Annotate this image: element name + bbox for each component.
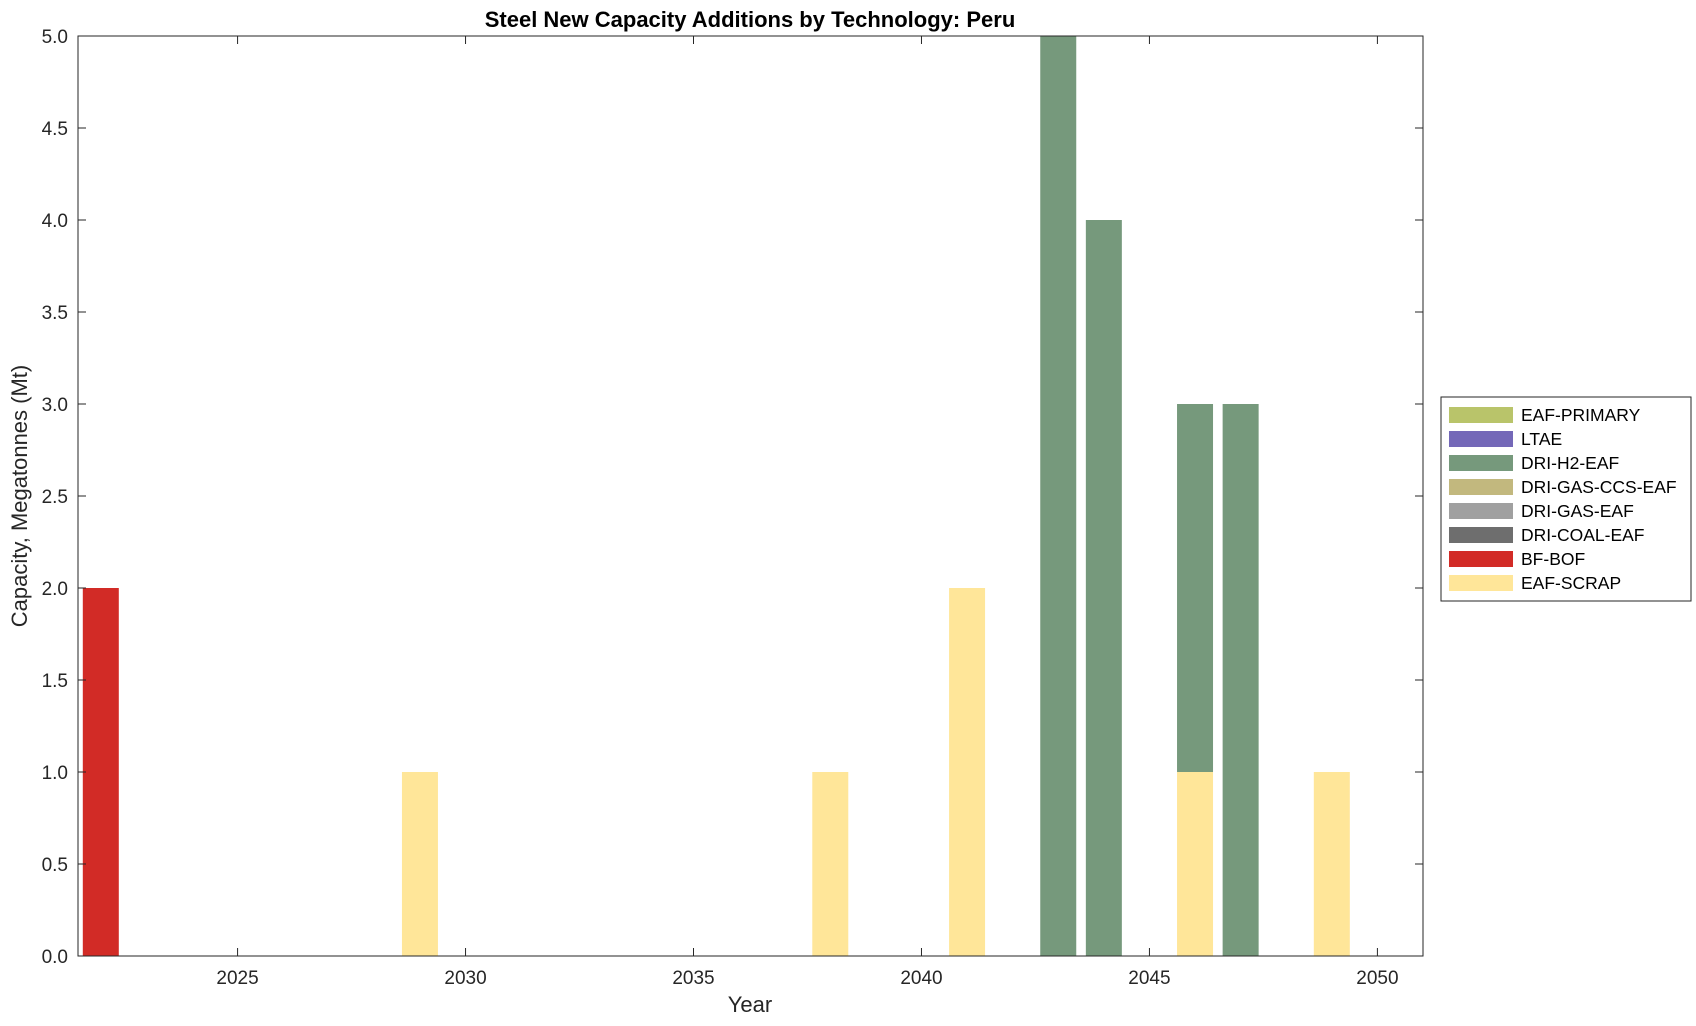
legend-swatch-eaf-primary [1449,407,1513,423]
bars-layer [82,36,1350,956]
x-tick-label-2050: 2050 [1356,968,1398,989]
y-tick-label-3.5: 3.5 [42,303,68,324]
x-axis-label: Year [728,992,772,1017]
bar-eaf-scrap-2029 [401,772,438,956]
legend-swatch-dri-gas-eaf [1449,503,1513,519]
legend-label-ltae: LTAE [1521,429,1562,449]
y-tick-label-0: 0.0 [42,947,68,968]
y-tick-label-4.5: 4.5 [42,119,68,140]
bar-bf-bof-2022 [82,588,119,956]
y-tick-label-4: 4.0 [42,211,68,232]
y-tick-label-2: 2.0 [42,579,68,600]
legend-swatch-ltae [1449,431,1513,447]
x-tick-label-2035: 2035 [672,968,714,989]
legend-label-bf-bof: BF-BOF [1521,549,1585,569]
legend-swatch-eaf-scrap [1449,575,1513,591]
y-tick-label-1: 1.0 [42,763,68,784]
x-tick-label-2030: 2030 [444,968,486,989]
legend-label-dri-gas-eaf: DRI-GAS-EAF [1521,501,1634,521]
x-tick-label-2040: 2040 [900,968,942,989]
axes-layer: 2025 2030 2035 2040 2045 2050 0.0 0.5 1.0 1.5 2.0 2… [42,27,1424,989]
chart-title: Steel New Capacity Additions by Technolo… [485,7,1016,32]
y-tick-label-5: 5.0 [42,27,68,48]
bar-eaf-scrap-2038 [812,772,849,956]
legend-label-eaf-primary: EAF-PRIMARY [1521,405,1641,425]
legend-swatch-dri-h2-eaf [1449,455,1513,471]
legend-box [1440,396,1692,602]
legend: EAF-PRIMARY LTAE DRI-H2-EAF DRI-GAS-CCS-EAF… [1440,396,1692,602]
bar-eaf-scrap-2041 [949,588,986,956]
y-tick-label-2.5: 2.5 [42,487,68,508]
legend-label-dri-gas-ccs-eaf: DRI-GAS-CCS-EAF [1521,477,1677,497]
legend-swatch-bf-bof [1449,551,1513,567]
legend-label-eaf-scrap: EAF-SCRAP [1521,573,1621,593]
legend-label-dri-h2-eaf: DRI-H2-EAF [1521,453,1619,473]
legend-label-dri-coal-eaf: DRI-COAL-EAF [1521,525,1644,545]
bar-dri-h2-eaf-2047 [1222,404,1259,956]
y-tick-label-0.5: 0.5 [42,855,68,876]
bar-dri-h2-eaf-2046 [1177,404,1214,772]
y-tick-label-1.5: 1.5 [42,671,68,692]
x-tick-label-2045: 2045 [1128,968,1170,989]
bar-eaf-scrap-2046 [1177,772,1214,956]
y-tick-label-3: 3.0 [42,395,68,416]
bar-eaf-scrap-2049 [1313,772,1350,956]
bar-dri-h2-eaf-2044 [1085,220,1122,956]
legend-swatch-dri-coal-eaf [1449,527,1513,543]
y-axis-label: Capacity, Megatonnes (Mt) [7,365,32,627]
x-tick-label-2025: 2025 [216,968,258,989]
legend-swatch-dri-gas-ccs-eaf [1449,479,1513,495]
bar-dri-h2-eaf-2043 [1040,36,1077,956]
